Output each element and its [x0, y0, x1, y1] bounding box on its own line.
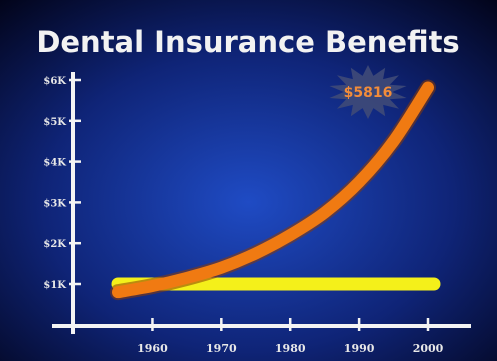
series-point-curve — [322, 210, 327, 215]
series-point-curve — [150, 284, 155, 289]
y-axis-ticks: $1K $2K $3K $4K $5K $6K — [43, 76, 81, 291]
y-tick-label: $4K — [43, 158, 66, 169]
series — [110, 79, 441, 301]
series-point-curve — [426, 85, 430, 90]
y-tick-label: $5K — [43, 117, 66, 128]
series-point-curve — [391, 139, 396, 144]
x-tick-label: 1980 — [275, 342, 306, 355]
series-point-curve — [288, 233, 293, 238]
y-tick-label: $3K — [43, 198, 66, 209]
callout-starburst — [329, 65, 407, 119]
y-tick-label: $2K — [43, 239, 66, 250]
x-tick-label: 2000 — [413, 342, 444, 355]
y-tick-label: $6K — [43, 76, 66, 87]
x-axis-ticks: 1960 1970 1980 1990 2000 — [137, 318, 444, 355]
series-point-flat — [426, 282, 430, 286]
series-point-curve — [184, 275, 189, 280]
annotations: $5816 — [329, 65, 407, 119]
x-tick-label: 1960 — [137, 342, 168, 355]
chart-title: Dental Insurance Benefits — [36, 25, 459, 59]
series-point-curve — [116, 290, 120, 295]
series-point-curve — [219, 265, 224, 270]
callout-label: $5816 — [344, 85, 393, 101]
series-point-curve — [253, 251, 258, 256]
series-line-curve — [112, 81, 434, 299]
series-point-curve — [357, 180, 362, 184]
y-tick-label: $1K — [43, 280, 66, 291]
x-tick-label: 1970 — [206, 342, 237, 355]
x-tick-label: 1990 — [344, 342, 375, 355]
